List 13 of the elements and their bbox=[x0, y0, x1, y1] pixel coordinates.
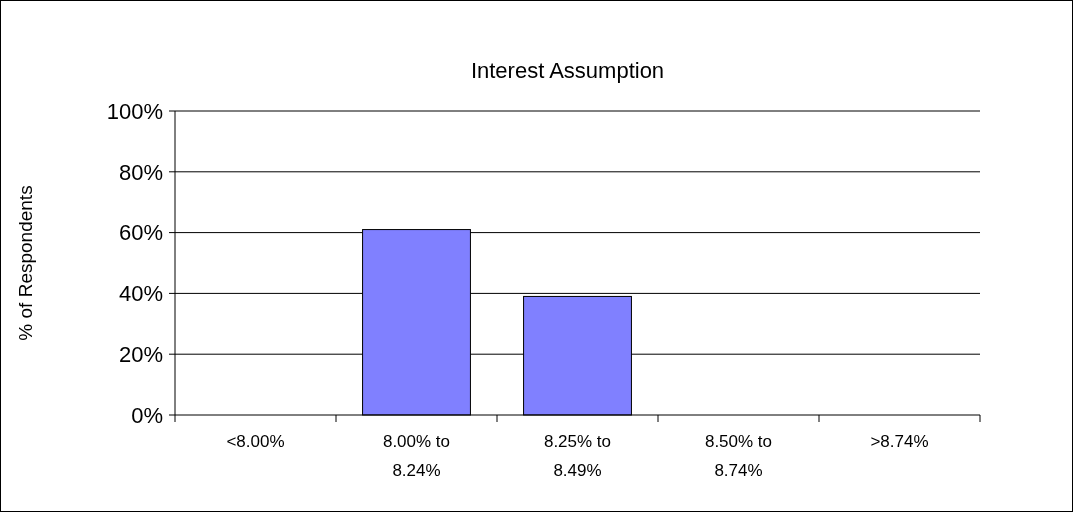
y-tick-label: 0% bbox=[131, 402, 163, 428]
y-tick-label: 40% bbox=[118, 281, 163, 307]
x-tick-label: >8.74% bbox=[870, 432, 929, 451]
y-axis-title: % of Respondents bbox=[15, 185, 36, 341]
chart-title: Interest Assumption bbox=[470, 58, 665, 83]
y-tick-label: 100% bbox=[106, 98, 163, 124]
x-tick-label: <8.00% bbox=[226, 432, 285, 451]
y-tick-label: 20% bbox=[118, 341, 163, 367]
x-tick-label: 8.50% to 8.74% bbox=[704, 432, 773, 480]
x-tick-label: 8.00% to 8.24% bbox=[382, 432, 451, 480]
y-tick-label: 60% bbox=[118, 220, 163, 246]
y-tick-label: 80% bbox=[118, 159, 163, 185]
x-tick-label: 8.25% to 8.49% bbox=[543, 432, 612, 480]
